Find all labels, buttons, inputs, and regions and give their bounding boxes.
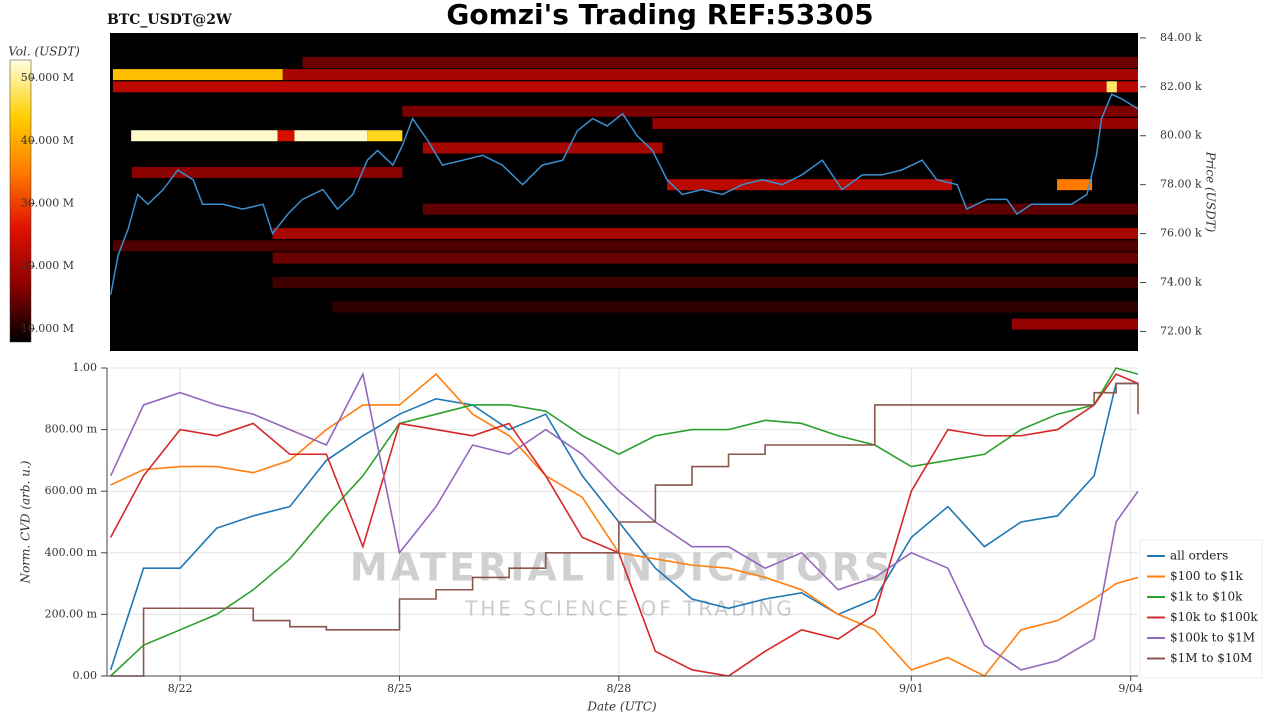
y-tick-label: 80.00 k bbox=[1160, 129, 1202, 142]
heatmap-cell bbox=[652, 118, 1138, 130]
watermark: MATERIAL INDICATORS bbox=[350, 546, 894, 590]
colorbar-tick-label: 30.000 M bbox=[21, 197, 74, 210]
y-tick-label: 0.00 bbox=[73, 669, 98, 682]
series-line bbox=[109, 373, 1139, 677]
heatmap-cell bbox=[112, 240, 1138, 252]
legend-label: all orders bbox=[1170, 549, 1228, 563]
series-line bbox=[110, 367, 1139, 677]
colorbar bbox=[9, 59, 32, 343]
y-tick-label: 78.00 k bbox=[1160, 178, 1202, 191]
y-tick-label: 72.00 k bbox=[1160, 324, 1202, 337]
heatmap-cell bbox=[1011, 318, 1138, 330]
heatmap-cell bbox=[112, 69, 283, 81]
legend-label: $1M to $10M bbox=[1170, 651, 1252, 665]
x-tick-label: 8/28 bbox=[606, 682, 631, 695]
y-tick-label: 84.00 k bbox=[1160, 31, 1202, 44]
heatmap-cell bbox=[422, 203, 1138, 215]
heatmap-cell bbox=[272, 252, 1138, 264]
y-axis-label: Norm. CVD (arb. u.) bbox=[19, 460, 33, 584]
price-line bbox=[110, 93, 1138, 295]
x-tick-label: 9/04 bbox=[1118, 682, 1143, 695]
heatmap-cell bbox=[112, 81, 1138, 93]
heatmap-cell bbox=[277, 130, 295, 142]
heatmap-cell bbox=[302, 56, 1138, 68]
y-axis-label: Price (USDT) bbox=[1204, 151, 1218, 233]
y-tick-label: 200.00 m bbox=[45, 607, 98, 620]
legend-label: $1k to $10k bbox=[1170, 590, 1243, 604]
series-line bbox=[110, 373, 1139, 678]
y-tick-label: 800.00 m bbox=[45, 423, 98, 436]
legend-label: $100k to $1M bbox=[1170, 631, 1255, 645]
x-tick-label: 8/22 bbox=[168, 682, 193, 695]
legend-label: $10k to $100k bbox=[1170, 610, 1258, 624]
series-line bbox=[109, 382, 1138, 671]
heatmap-cell bbox=[282, 69, 1138, 81]
heatmap-cell bbox=[1057, 179, 1093, 191]
watermark-subtitle: THE SCIENCE OF TRADING bbox=[464, 597, 795, 621]
colorbar-label: Vol. (USDT) bbox=[8, 45, 80, 59]
legend bbox=[1139, 539, 1263, 679]
colorbar-tick-label: 20.000 M bbox=[21, 259, 74, 272]
heatmap-cell bbox=[131, 130, 278, 142]
x-axis-label: Date (UTC) bbox=[586, 700, 656, 714]
chart-title: Gomzi's Trading REF:53305 bbox=[446, 0, 873, 31]
colorbar-tick-label: 50.000 M bbox=[21, 71, 74, 84]
heatmap-cell bbox=[272, 228, 1138, 240]
x-tick-label: 8/25 bbox=[387, 682, 412, 695]
heatmap-cell bbox=[1106, 81, 1117, 93]
heatmap-cell bbox=[667, 179, 953, 191]
series-line bbox=[110, 382, 1139, 677]
y-tick-label: 82.00 k bbox=[1160, 80, 1202, 93]
y-tick-label: 400.00 m bbox=[45, 546, 98, 559]
heatmap-cell bbox=[367, 130, 403, 142]
y-tick-label: 600.00 m bbox=[45, 484, 98, 497]
colorbar-tick-label: 10.000 M bbox=[21, 322, 74, 335]
heatmap-cell bbox=[402, 105, 1138, 117]
heatmap-cell bbox=[422, 142, 663, 154]
chart-subtitle: BTC_USDT@2W bbox=[107, 12, 232, 28]
legend-label: $100 to $1k bbox=[1170, 569, 1243, 583]
heatmap-cell bbox=[294, 130, 368, 142]
y-tick-label: 76.00 k bbox=[1160, 227, 1202, 240]
heatmap-cell bbox=[131, 166, 403, 178]
colorbar-tick-label: 40.000 M bbox=[21, 134, 74, 147]
heatmap-cell bbox=[272, 277, 1138, 289]
series-line bbox=[109, 371, 1139, 671]
heatmap-cell bbox=[332, 301, 1138, 313]
y-tick-label: 1.00 bbox=[73, 361, 98, 374]
y-tick-label: 74.00 k bbox=[1160, 276, 1202, 289]
x-tick-label: 9/01 bbox=[899, 682, 924, 695]
